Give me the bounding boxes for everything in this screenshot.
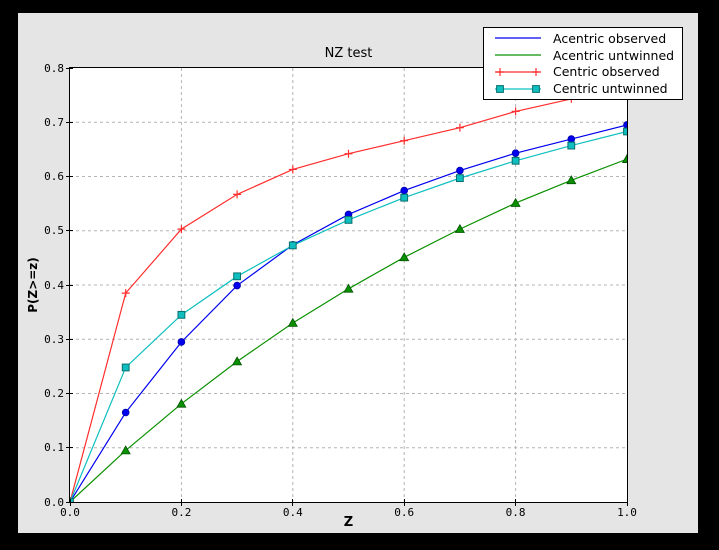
y-tick-label: 0.1 — [44, 441, 64, 455]
y-tick-label: 0.5 — [44, 224, 64, 238]
chart-title: NZ test — [324, 46, 373, 61]
legend-item: Acentric untwinned — [492, 47, 677, 63]
legend-label: Acentric observed — [553, 30, 667, 46]
y-tick-label: 0.2 — [44, 387, 64, 400]
legend-label: Acentric untwinned — [553, 47, 675, 63]
legend-item: Centric untwinned — [492, 81, 677, 97]
y-tick-label: 0.7 — [44, 115, 64, 129]
legend-sample-line — [495, 84, 541, 93]
series-acentric-untwinned — [70, 153, 627, 502]
y-tick-label: 0.0 — [44, 495, 64, 509]
legend: Acentric observed Acentric untwinned Centr… — [483, 27, 683, 100]
y-tick-label: 0.3 — [44, 332, 64, 346]
plot-area — [69, 67, 628, 503]
legend-label: Centric observed — [553, 64, 660, 80]
legend-item: Acentric observed — [492, 30, 677, 46]
series-acentric-observed — [70, 121, 627, 502]
legend-sample-line — [495, 54, 541, 56]
legend-sample-line — [495, 67, 541, 76]
series-centric-observed — [70, 84, 627, 502]
series-centric-untwinned — [70, 127, 627, 502]
legend-item: Centric observed — [492, 64, 677, 80]
figure-area: NZ test P(Z>=z) Z 0.0 0.2 0.4 0.6 0.8 1.0 0.0 0… — [18, 13, 698, 533]
legend-sample-line — [495, 37, 541, 40]
x-axis-label: Z — [343, 515, 354, 530]
chart-canvas — [70, 68, 627, 502]
legend-label: Centric untwinned — [553, 81, 668, 97]
y-tick-label: 0.8 — [44, 61, 64, 75]
y-tick-label: 0.6 — [44, 170, 64, 183]
